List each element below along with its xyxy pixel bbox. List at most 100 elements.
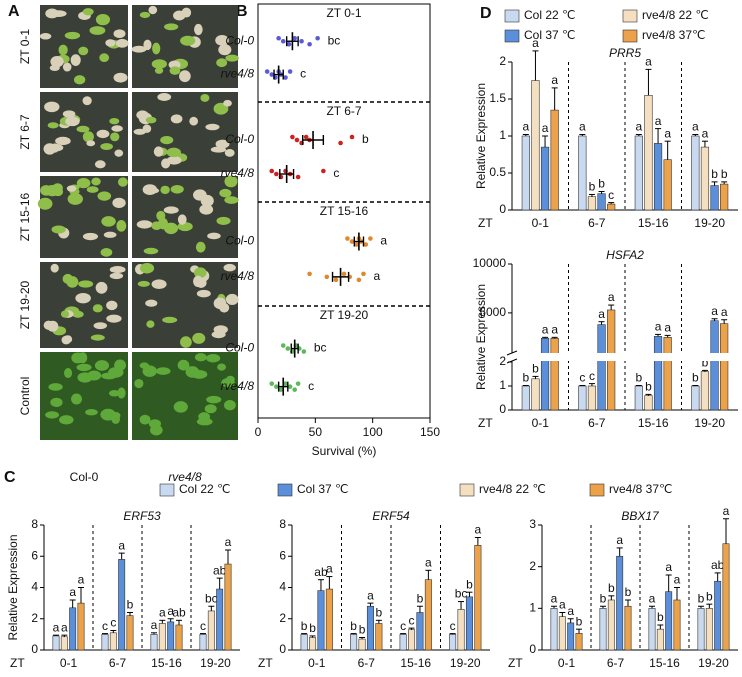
- bar: [700, 146, 710, 211]
- letter: ab: [314, 565, 328, 579]
- letter: a: [598, 307, 605, 321]
- bar: [616, 555, 624, 651]
- y-tick-label: 0.5: [489, 165, 506, 179]
- legend-swatch: [589, 483, 605, 497]
- seedling: [109, 272, 124, 280]
- letter: a: [53, 620, 60, 634]
- seedling: [85, 409, 98, 416]
- letter: c: [400, 619, 406, 633]
- bar: [309, 637, 317, 651]
- dot: [287, 69, 293, 74]
- seedling: [109, 266, 126, 274]
- seedling: [105, 39, 116, 47]
- row-label: ZT 19-20: [18, 280, 32, 329]
- y-tick-label: 2: [499, 354, 506, 368]
- bar: [416, 612, 424, 651]
- seedling: [152, 42, 161, 55]
- seedling: [142, 365, 157, 377]
- bar: [624, 605, 632, 651]
- row-label: rve4/8: [221, 166, 255, 180]
- seedling: [59, 415, 74, 425]
- seedling: [50, 56, 64, 68]
- letter: a: [721, 305, 728, 319]
- seedling: [94, 360, 110, 371]
- seedling: [223, 263, 236, 272]
- x-tick-label: 100: [363, 425, 383, 439]
- seedling: [163, 23, 179, 31]
- bar: [224, 563, 232, 651]
- bar: [653, 336, 663, 411]
- seedling: [180, 336, 192, 348]
- seedling: [196, 289, 211, 298]
- y-tick-label: 1.5: [489, 91, 506, 105]
- bar: [644, 395, 653, 411]
- dot: [274, 384, 279, 389]
- y-tick-label: 10000: [473, 256, 507, 270]
- seedling: [166, 156, 182, 165]
- letter: c: [450, 619, 456, 633]
- dot: [294, 137, 300, 143]
- seedling: [100, 143, 113, 150]
- letter: c: [589, 369, 595, 383]
- bar: [109, 632, 117, 651]
- bar: [101, 634, 109, 651]
- bar: [599, 608, 607, 651]
- x-axis-label: ZT: [508, 656, 523, 670]
- seedling: [50, 263, 59, 273]
- seedling: [143, 39, 152, 51]
- bar: [424, 579, 432, 651]
- y-tick-label: 2: [529, 559, 536, 573]
- bar: [521, 135, 530, 211]
- seedling: [71, 393, 82, 405]
- bar: [597, 324, 606, 411]
- seedling: [206, 354, 221, 363]
- y-axis-label: Relative Expression: [474, 284, 488, 390]
- seedling: [211, 330, 226, 339]
- chart-title: HSFA2: [606, 248, 644, 262]
- letter: b: [698, 591, 705, 605]
- dot: [307, 271, 312, 277]
- x-tick-label: 19-20: [698, 656, 729, 670]
- letter: c: [110, 616, 116, 630]
- seedling: [199, 204, 214, 215]
- seedling: [94, 160, 106, 169]
- seedling: [66, 276, 79, 288]
- bar: [199, 634, 207, 651]
- dot: [315, 35, 320, 41]
- letter: bc: [455, 587, 468, 601]
- letter: b: [600, 591, 607, 605]
- x-tick-label: 19-20: [450, 656, 481, 670]
- legend-label: Col 37 ℃: [297, 482, 349, 496]
- seedling: [157, 93, 172, 101]
- seedling: [177, 359, 190, 371]
- bar: [578, 135, 587, 211]
- letter: b: [635, 371, 642, 385]
- seedling: [224, 196, 239, 204]
- letter: c: [300, 67, 306, 81]
- bar: [457, 609, 465, 651]
- y-tick-label: 2: [499, 54, 506, 68]
- group-title: ZT 0-1: [326, 6, 361, 20]
- dot: [349, 239, 355, 244]
- dot: [354, 242, 359, 247]
- y-tick-label: 4: [279, 580, 286, 594]
- letter: b: [657, 610, 664, 624]
- seedling: [106, 314, 122, 323]
- seedling: [113, 29, 126, 39]
- dot: [349, 134, 355, 140]
- letter: a: [645, 55, 652, 69]
- legend-label: rve4/8 37℃: [609, 482, 673, 496]
- seedling: [137, 280, 150, 287]
- seedling: [106, 300, 118, 311]
- bar: [550, 608, 558, 651]
- seedling: [207, 232, 221, 240]
- x-tick-label: 6-7: [109, 656, 127, 670]
- bar: [700, 371, 710, 411]
- seedling: [112, 197, 126, 208]
- bar: [710, 185, 719, 211]
- bar: [474, 545, 482, 651]
- letter: a: [567, 604, 574, 618]
- letter: a: [674, 573, 681, 587]
- letter: b: [359, 623, 366, 637]
- seedling: [109, 117, 120, 125]
